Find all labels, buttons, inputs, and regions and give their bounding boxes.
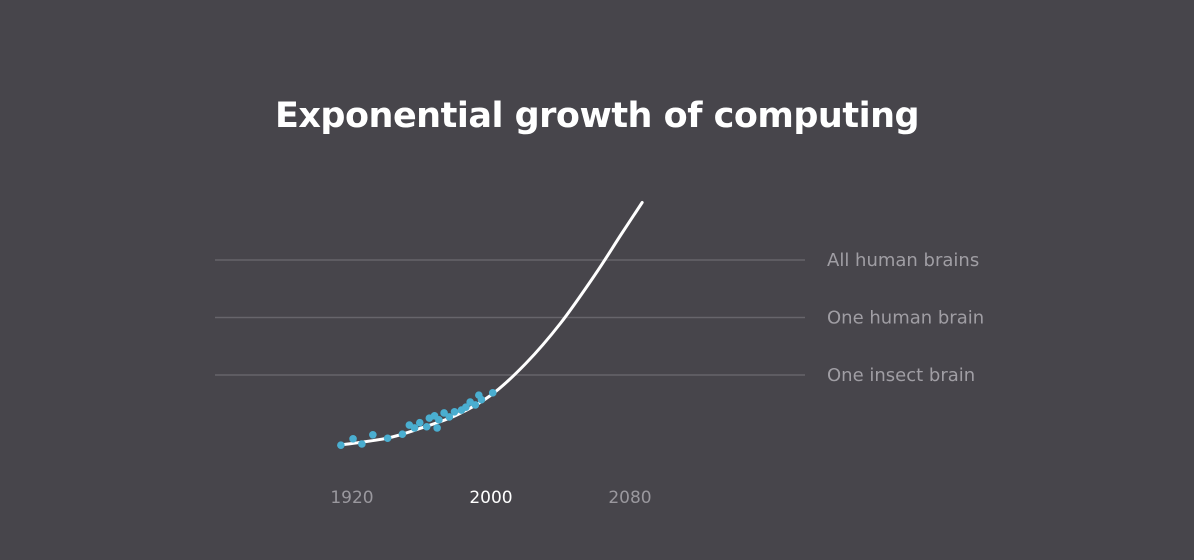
data-point [398, 430, 407, 439]
x-tick-label: 2080 [608, 488, 651, 508]
x-tick-label: 2000 [469, 488, 512, 508]
data-point [440, 409, 448, 417]
chart-title: Exponential growth of computing [274, 96, 920, 136]
data-point [410, 424, 419, 432]
data-point [383, 434, 392, 443]
trend-curve [338, 201, 644, 447]
data-point [477, 395, 486, 404]
data-point [450, 408, 459, 416]
data-point [349, 435, 357, 443]
x-tick-label: 1920 [330, 488, 373, 508]
data-point [422, 422, 431, 431]
data-point [369, 431, 377, 439]
data-point [433, 424, 441, 432]
reference-label: One human brain [827, 308, 984, 329]
data-point [415, 418, 424, 427]
data-point [471, 401, 480, 409]
reference-label: All human brains [827, 250, 979, 271]
data-point [445, 413, 454, 421]
data-point [488, 389, 497, 397]
data-point [435, 416, 443, 424]
data-point [462, 403, 470, 412]
data-point [337, 441, 345, 449]
reference-label: One insect brain [827, 365, 975, 386]
data-point [358, 440, 366, 448]
